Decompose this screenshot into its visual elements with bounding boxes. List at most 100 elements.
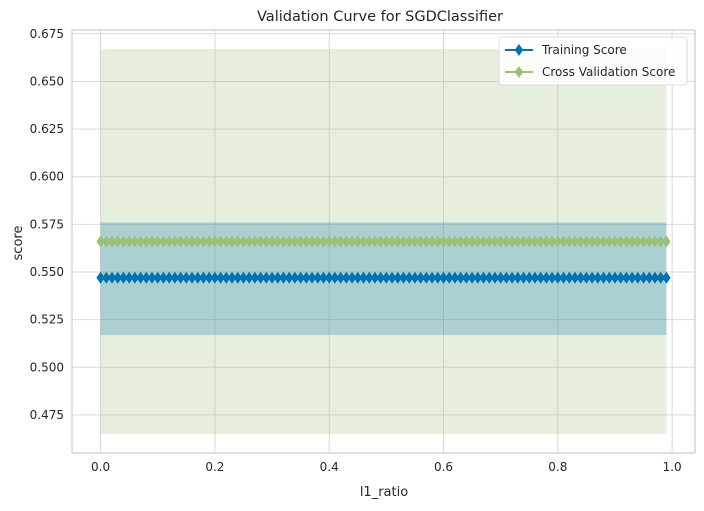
data-point — [142, 271, 151, 284]
data-point — [267, 235, 277, 248]
data-point — [622, 271, 631, 284]
data-point — [376, 271, 385, 284]
data-point — [370, 235, 380, 248]
data-point — [416, 271, 425, 284]
data-point — [393, 271, 402, 284]
y-tick-label: 0.675 — [30, 27, 64, 41]
data-point — [365, 271, 374, 284]
data-point — [485, 271, 494, 284]
data-point — [262, 235, 271, 248]
data-point — [193, 235, 202, 248]
data-point — [233, 271, 242, 284]
data-point — [605, 271, 614, 284]
data-point — [250, 235, 260, 248]
data-point — [256, 235, 265, 248]
data-point — [610, 271, 620, 284]
y-tick-label: 0.625 — [30, 122, 64, 136]
data-point — [107, 235, 117, 248]
data-point — [662, 235, 671, 248]
diamond-marker-icon — [514, 44, 524, 56]
data-point — [136, 235, 145, 248]
data-point — [496, 271, 505, 284]
data-point — [382, 235, 391, 248]
data-point — [216, 235, 225, 248]
data-point — [479, 271, 488, 284]
data-point — [119, 271, 128, 284]
y-tick-label: 0.550 — [30, 265, 64, 279]
data-point — [450, 271, 460, 284]
data-point — [479, 235, 488, 248]
data-point — [204, 235, 214, 248]
data-point — [427, 235, 437, 248]
data-point — [124, 235, 134, 248]
data-point — [170, 271, 180, 284]
data-point — [502, 235, 511, 248]
data-point — [342, 235, 351, 248]
data-point — [147, 271, 157, 284]
data-point — [422, 271, 431, 284]
data-point — [565, 235, 574, 248]
data-point — [359, 235, 368, 248]
data-point — [164, 271, 174, 284]
data-point — [565, 271, 574, 284]
series-lines — [96, 235, 671, 284]
y-axis-label: score — [11, 226, 26, 261]
data-point — [279, 235, 288, 248]
data-point — [462, 235, 471, 248]
data-point — [336, 271, 345, 284]
data-point — [353, 271, 362, 284]
data-point — [193, 271, 202, 284]
data-point — [199, 235, 208, 248]
data-point — [370, 271, 380, 284]
x-axis-label: l1_ratio — [360, 485, 408, 500]
data-point — [296, 235, 305, 248]
data-point — [159, 235, 168, 248]
data-point — [302, 271, 311, 284]
data-point — [610, 235, 620, 248]
data-point — [387, 271, 397, 284]
data-point — [507, 235, 517, 248]
data-point — [576, 271, 585, 284]
data-point — [136, 271, 145, 284]
data-point — [553, 235, 563, 248]
y-tick-label: 0.650 — [30, 74, 64, 88]
data-point — [296, 271, 305, 284]
data-point — [393, 235, 402, 248]
data-point — [113, 235, 122, 248]
data-point — [382, 271, 391, 284]
data-point — [473, 271, 483, 284]
data-point — [445, 235, 454, 248]
data-point — [399, 235, 408, 248]
grid — [72, 30, 695, 453]
data-point — [199, 271, 208, 284]
data-point — [525, 235, 534, 248]
y-tick-label: 0.500 — [30, 360, 64, 374]
data-point — [627, 271, 637, 284]
data-point — [513, 271, 523, 284]
data-point — [627, 235, 637, 248]
data-point — [124, 271, 134, 284]
data-point — [662, 271, 671, 284]
y-tick-label: 0.575 — [30, 217, 64, 231]
data-point — [599, 235, 608, 248]
legend-label: Cross Validation Score — [542, 65, 675, 79]
legend-item: Cross Validation Score — [505, 65, 675, 79]
data-point — [542, 271, 551, 284]
data-point — [416, 235, 425, 248]
data-point — [582, 235, 591, 248]
data-point — [210, 271, 220, 284]
legend-box — [498, 36, 688, 86]
data-point — [547, 235, 557, 248]
data-point — [130, 271, 140, 284]
data-point — [467, 271, 477, 284]
data-point — [330, 235, 340, 248]
data-point — [170, 235, 180, 248]
data-point — [330, 271, 340, 284]
tick-labels: 0.0 0.2 0.4 0.6 0.8 1.0 0.475 0.500 0.525 0.550 0.… — [30, 27, 682, 474]
data-point — [176, 235, 185, 248]
data-point — [182, 235, 191, 248]
y-tick-label: 0.600 — [30, 170, 64, 184]
data-point — [267, 271, 277, 284]
data-point — [473, 235, 483, 248]
